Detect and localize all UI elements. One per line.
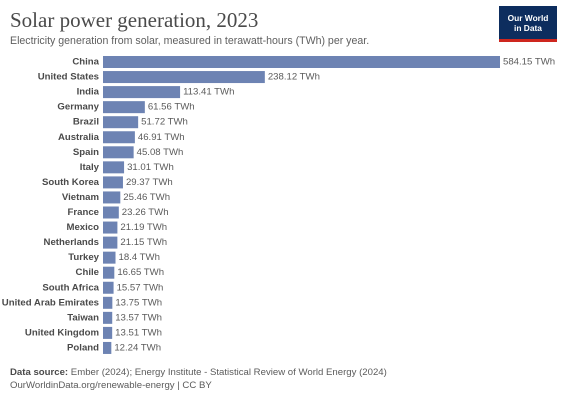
category-label: Spain — [73, 147, 99, 158]
category-label: China — [72, 57, 99, 68]
category-label: Mexico — [66, 222, 99, 233]
bar[interactable] — [103, 161, 125, 174]
bar[interactable] — [103, 116, 139, 129]
source-label: Data source: — [10, 367, 69, 378]
bar[interactable] — [103, 86, 181, 99]
value-label: 46.91 TWh — [138, 132, 185, 143]
bar[interactable] — [103, 266, 115, 279]
value-label: 584.15 TWh — [503, 57, 555, 68]
category-label: South Africa — [42, 282, 99, 293]
bar[interactable] — [103, 101, 145, 114]
bar[interactable] — [103, 296, 113, 309]
category-label: Turkey — [68, 252, 99, 263]
bar[interactable] — [103, 281, 114, 294]
category-label: Italy — [80, 162, 100, 173]
chart-title: Solar power generation, 2023 — [10, 8, 259, 32]
bar[interactable] — [103, 176, 123, 189]
value-label: 238.12 TWh — [268, 72, 320, 83]
value-label: 113.41 TWh — [183, 87, 234, 98]
bar[interactable] — [103, 146, 134, 159]
owid-logo[interactable]: Our World in Data — [499, 6, 557, 42]
bar[interactable] — [103, 56, 500, 68]
bar[interactable] — [103, 251, 116, 264]
category-label: Chile — [76, 267, 99, 278]
category-label: India — [77, 87, 100, 98]
category-label: Vietnam — [62, 192, 99, 203]
chart-subtitle: Electricity generation from solar, measu… — [10, 35, 370, 47]
source-text: Ember (2024); Energy Institute - Statist… — [70, 367, 387, 378]
bar[interactable] — [103, 341, 112, 354]
value-label: 12.24 TWh — [114, 342, 161, 353]
category-label: Taiwan — [67, 312, 99, 323]
value-label: 13.51 TWh — [115, 327, 162, 338]
value-label: 29.37 TWh — [126, 177, 173, 188]
value-label: 21.19 TWh — [120, 222, 167, 233]
value-label: 13.57 TWh — [115, 312, 162, 323]
value-label: 16.65 TWh — [117, 267, 164, 278]
footer-source: Data source: Ember (2024); Energy Instit… — [10, 367, 387, 378]
category-label: Poland — [67, 342, 99, 353]
value-label: 21.15 TWh — [120, 237, 167, 248]
value-label: 45.08 TWh — [137, 147, 184, 158]
logo-line-2: in Data — [514, 22, 542, 33]
category-label: United States — [38, 72, 99, 83]
bar[interactable] — [103, 236, 118, 249]
value-label: 23.26 TWh — [122, 207, 169, 218]
category-label: United Kingdom — [25, 327, 99, 338]
logo-line-1: Our World — [507, 12, 549, 23]
category-label: Brazil — [73, 117, 99, 128]
category-label: United Arab Emirates — [2, 297, 99, 308]
value-label: 13.75 TWh — [115, 297, 162, 308]
bar[interactable] — [103, 326, 113, 339]
value-label: 31.01 TWh — [127, 162, 174, 173]
bar-chart: China 584.15 TWh United States 238.12 TWh In… — [2, 56, 555, 354]
bar[interactable] — [103, 131, 135, 144]
bar[interactable] — [103, 71, 265, 84]
value-label: 15.57 TWh — [117, 282, 164, 293]
value-label: 18.4 TWh — [119, 252, 160, 263]
category-label: Netherlands — [44, 237, 99, 248]
category-label: Germany — [57, 102, 99, 113]
bar[interactable] — [103, 311, 113, 324]
value-label: 25.46 TWh — [123, 192, 170, 203]
bar[interactable] — [103, 206, 119, 219]
footer-url[interactable]: OurWorldinData.org/renewable-energy | CC… — [10, 380, 212, 391]
category-label: France — [68, 207, 99, 218]
category-label: South Korea — [42, 177, 100, 188]
category-label: Australia — [58, 132, 100, 143]
bar[interactable] — [103, 191, 121, 204]
value-label: 51.72 TWh — [141, 117, 188, 128]
bar[interactable] — [103, 221, 118, 234]
value-label: 61.56 TWh — [148, 102, 195, 113]
